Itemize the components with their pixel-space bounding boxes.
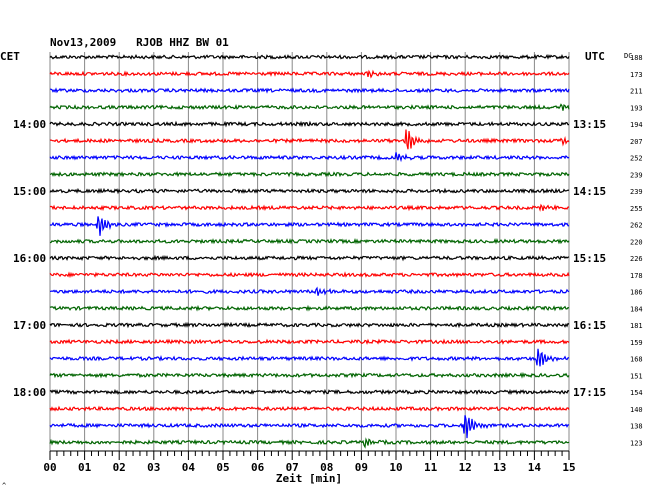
trace-line xyxy=(49,120,569,128)
trace-line xyxy=(49,338,570,345)
x-tick-label: 01 xyxy=(78,461,92,474)
x-tick-label: 12 xyxy=(459,461,472,474)
right-hour-label: 17:15 xyxy=(573,386,606,399)
dc-offset-label: 186 xyxy=(630,289,643,297)
x-tick-label: 14 xyxy=(528,461,542,474)
dc-offset-label: 123 xyxy=(630,439,643,447)
trace-line xyxy=(49,348,570,367)
dc-offset-label: 194 xyxy=(630,121,643,129)
x-tick-label: 03 xyxy=(147,461,160,474)
trace-line xyxy=(49,54,570,61)
dc-offset-label: 239 xyxy=(630,188,643,196)
right-hour-label: 14:15 xyxy=(573,185,606,198)
grid xyxy=(49,52,570,460)
dc-offset-label: 184 xyxy=(630,305,643,313)
dc-offset-label: 181 xyxy=(630,322,643,330)
left-hour-label: 16:00 xyxy=(13,252,46,265)
trace-line xyxy=(49,321,570,329)
trace-line xyxy=(49,304,570,312)
trace-line xyxy=(49,216,570,236)
left-hour-label: 15:00 xyxy=(13,185,46,198)
dc-offset-label: 193 xyxy=(630,104,643,112)
trace-line xyxy=(49,237,570,245)
dc-offset-label: 138 xyxy=(630,423,643,431)
left-timezone-label: CET xyxy=(0,50,20,63)
dc-offset-label: 188 xyxy=(630,54,643,62)
x-tick-label: 08 xyxy=(320,461,333,474)
trace-line xyxy=(49,271,570,279)
label-group: Nov13,2009 RJOB HHZ BW 01 CET UTC DC Zei… xyxy=(0,36,643,490)
dc-offset-label: 211 xyxy=(630,88,643,96)
x-tick-label: 09 xyxy=(355,461,368,474)
trace-line xyxy=(49,286,570,296)
dc-offset-label: 151 xyxy=(630,372,643,380)
dc-offset-label: 168 xyxy=(630,356,643,364)
dc-offset-label: 154 xyxy=(630,389,643,397)
dc-offset-label: 239 xyxy=(630,171,643,179)
trace-line xyxy=(49,388,570,396)
trace-line xyxy=(49,405,570,412)
trace-line xyxy=(49,437,570,449)
trace-line xyxy=(49,152,570,163)
trace-line xyxy=(49,371,570,379)
trace-line xyxy=(49,187,570,195)
dc-offset-label: 178 xyxy=(630,272,643,280)
dc-offset-label: 207 xyxy=(630,138,643,146)
x-tick-label: 00 xyxy=(43,461,56,474)
x-tick-label: 07 xyxy=(286,461,299,474)
dc-offset-label: 252 xyxy=(630,155,643,163)
left-hour-label: 17:00 xyxy=(13,319,46,332)
left-hour-label: 14:00 xyxy=(13,118,46,131)
trace-line xyxy=(49,254,570,262)
dc-offset-label: 140 xyxy=(630,406,643,414)
dc-offset-label: 255 xyxy=(630,205,643,213)
x-axis-label: Zeit [min] xyxy=(276,472,342,485)
trace-line xyxy=(50,87,570,94)
dc-offset-label: 220 xyxy=(630,238,643,246)
dc-header-label: DC xyxy=(624,52,632,60)
x-tick-label: 02 xyxy=(113,461,126,474)
dc-offset-label: 226 xyxy=(630,255,643,263)
right-hour-label: 16:15 xyxy=(573,319,606,332)
trace-line xyxy=(49,103,570,111)
x-tick-label: 05 xyxy=(216,461,229,474)
trace-group xyxy=(49,54,570,449)
corner-mark: ^ xyxy=(2,482,6,490)
trace-line xyxy=(49,69,570,79)
x-tick-label: 15 xyxy=(562,461,575,474)
chart-title: Nov13,2009 RJOB HHZ BW 01 xyxy=(50,36,229,49)
trace-line xyxy=(49,171,570,178)
trace-line xyxy=(49,415,570,439)
left-hour-label: 18:00 xyxy=(13,386,46,399)
x-tick-label: 10 xyxy=(389,461,402,474)
x-tick-label: 06 xyxy=(251,461,265,474)
x-tick-label: 11 xyxy=(424,461,438,474)
x-tick-label: 04 xyxy=(182,461,196,474)
x-tick-label: 13 xyxy=(493,461,506,474)
dc-offset-label: 173 xyxy=(630,71,643,79)
trace-line xyxy=(49,203,570,212)
dc-offset-label: 159 xyxy=(630,339,643,347)
right-hour-label: 13:15 xyxy=(573,118,606,131)
trace-line xyxy=(49,129,570,150)
dc-offset-label: 262 xyxy=(630,222,643,230)
right-hour-label: 15:15 xyxy=(573,252,606,265)
right-timezone-label: UTC xyxy=(585,50,605,63)
